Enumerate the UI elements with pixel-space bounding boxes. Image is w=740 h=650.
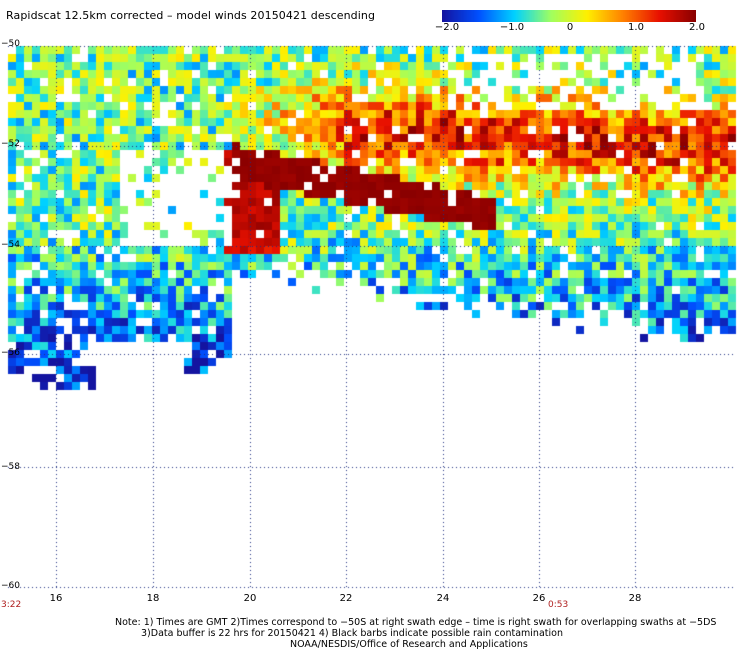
colorbar-tick-label: 2.0 <box>689 22 705 33</box>
lon-tick-label: 18 <box>146 593 160 604</box>
colorbar-tick-label: −1.0 <box>499 22 525 33</box>
footnote-line-2: 3)Data buffer is 22 hrs for 20150421 4) … <box>141 628 563 639</box>
lon-tick-label: 24 <box>436 593 450 604</box>
lon-tick-label: 26 <box>532 593 546 604</box>
colorbar-tick-label: −2.0 <box>434 22 460 33</box>
footnote-line-1: Note: 1) Times are GMT 2)Times correspon… <box>115 617 717 628</box>
footnote-line-3: NOAA/NESDIS/Office of Research and Appli… <box>290 639 528 650</box>
lat-tick-label: −54 <box>1 240 20 250</box>
map-title: Rapidscat 12.5km corrected – model winds… <box>6 9 376 22</box>
lat-tick-label: −50 <box>1 39 20 49</box>
time-label-left: 3:22 <box>1 600 22 610</box>
colorbar-tick-label: 0 <box>566 22 574 33</box>
lat-tick-label: −58 <box>1 462 20 472</box>
colorbar-tick-label: 1.0 <box>628 22 644 33</box>
colorbar <box>442 10 696 22</box>
time-label-right: 0:53 <box>548 600 569 610</box>
lon-tick-label: 20 <box>243 593 257 604</box>
lat-tick-label: −56 <box>1 348 20 358</box>
lon-tick-label: 22 <box>339 593 353 604</box>
lat-tick-label: −52 <box>1 139 20 149</box>
lon-tick-label: 16 <box>49 593 63 604</box>
lat-tick-label: −60 <box>1 581 20 591</box>
lon-tick-label: 28 <box>628 593 642 604</box>
